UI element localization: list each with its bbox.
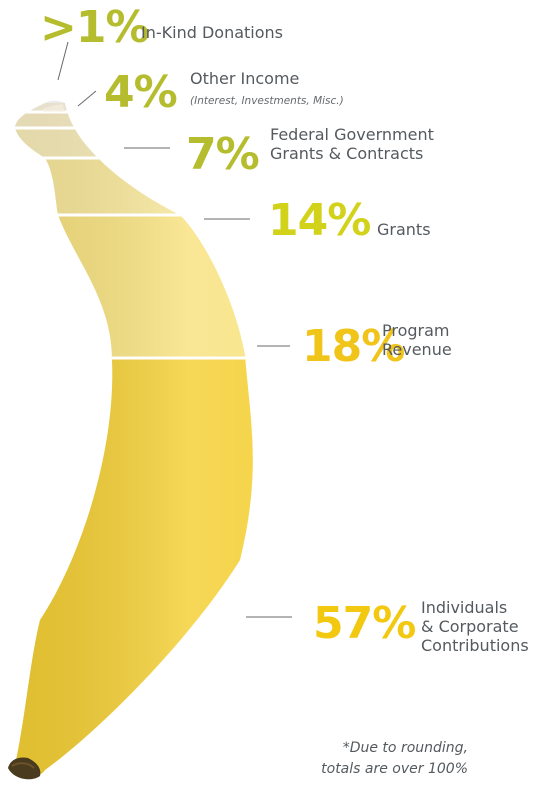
category-label: Other Income	[190, 69, 299, 88]
segment-divider	[15, 110, 253, 114]
leader-line	[77, 90, 97, 107]
value-label: 14%	[268, 195, 370, 246]
leader-lines	[57, 41, 292, 618]
category-label: Contributions	[421, 636, 529, 655]
footnote-line: totals are over 100%	[321, 761, 468, 777]
banana-segment	[15, 112, 253, 128]
banana-tip	[8, 104, 65, 780]
segment-divider	[15, 126, 253, 130]
footnote-line: *Due to rounding,	[343, 740, 468, 756]
category-label: Individuals	[421, 598, 507, 617]
percent-values: >1% 4%7%14% 18% 57%	[40, 2, 416, 649]
value-label: 7%	[186, 129, 259, 180]
value-label: >1%	[40, 2, 149, 53]
category-label: In-Kind Donations	[141, 23, 283, 42]
category-labels: In-Kind Donations Other Income (Interest, …	[141, 23, 529, 655]
value-label: 57%	[313, 598, 415, 649]
footnote: *Due to rounding, totals are over 100%	[321, 740, 468, 777]
category-sublabel: (Interest, Investments, Misc.)	[190, 95, 344, 107]
category-label: & Corporate	[421, 617, 519, 636]
category-label: Grants	[377, 220, 431, 239]
segment-divider	[15, 213, 253, 217]
category-label: Program	[382, 321, 450, 340]
segment-divider	[15, 356, 253, 360]
category-label: Revenue	[382, 340, 452, 359]
leader-line	[57, 41, 69, 81]
value-label: 18%	[302, 321, 404, 372]
value-label: 4%	[104, 67, 177, 118]
segment-divider	[15, 156, 253, 160]
category-label: Grants & Contracts	[270, 144, 423, 163]
category-label: Federal Government	[270, 125, 434, 144]
